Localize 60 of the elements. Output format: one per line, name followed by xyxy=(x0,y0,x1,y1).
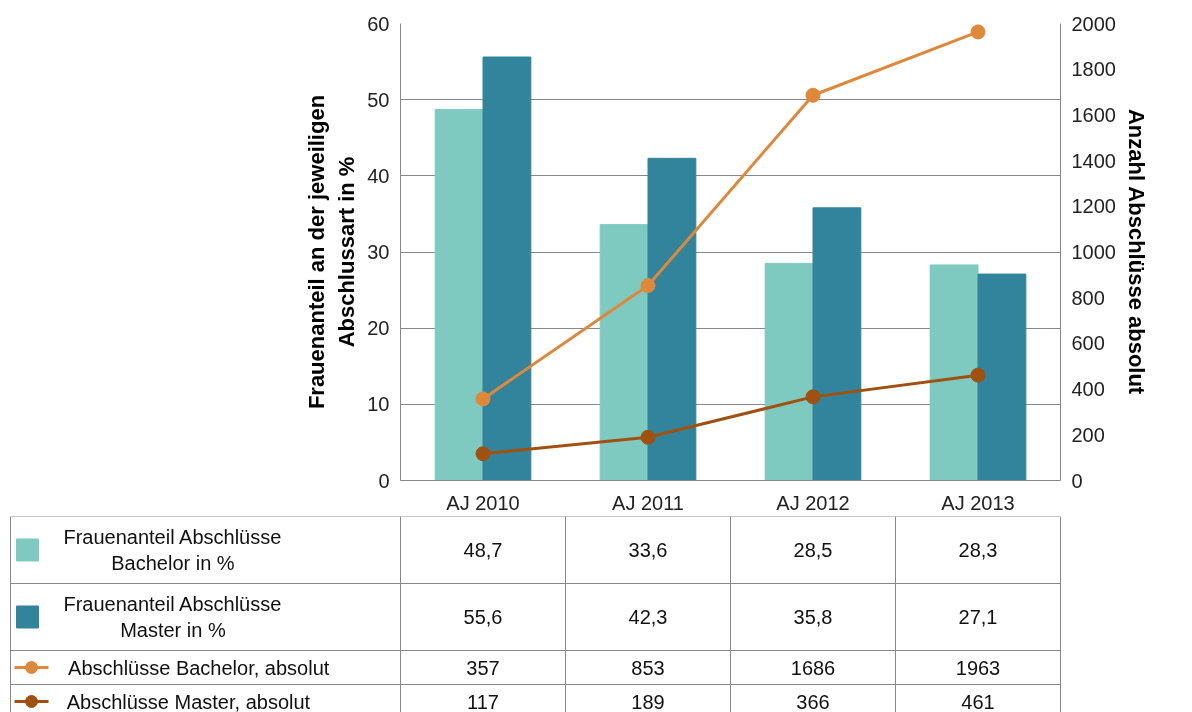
y2-tick-label: 1400 xyxy=(1071,149,1116,172)
x-tick-label: AJ 2010 xyxy=(446,491,520,514)
data-label: 55,6 xyxy=(463,606,503,628)
data-label: 42,3 xyxy=(628,606,668,628)
data-label: 28,5 xyxy=(793,539,833,561)
data-label: 461 xyxy=(961,690,995,712)
y2-tick-label: 1600 xyxy=(1071,103,1116,126)
x-tick-label: AJ 2012 xyxy=(776,491,850,514)
bar xyxy=(929,264,979,481)
bar xyxy=(647,157,697,481)
y-tick-label: 10 xyxy=(367,393,390,416)
y2-tick-label: 0 xyxy=(1071,469,1083,492)
point xyxy=(970,24,986,40)
point xyxy=(475,446,491,462)
data-label: 33,6 xyxy=(628,539,668,561)
y-tick-label: 20 xyxy=(367,317,390,340)
y2-tick-label: 1200 xyxy=(1071,195,1116,218)
point xyxy=(475,391,491,407)
y2-tick-label: 600 xyxy=(1071,332,1105,355)
bar xyxy=(434,109,484,481)
legend-label: Abschlüsse Bachelor, absolut xyxy=(68,656,330,679)
bar xyxy=(599,224,649,481)
bar xyxy=(977,273,1027,481)
data-label: 35,8 xyxy=(793,606,833,628)
data-label: 28,3 xyxy=(958,539,998,561)
data-label: 27,1 xyxy=(958,606,998,628)
bar xyxy=(764,262,814,481)
data-label: 117 xyxy=(467,690,499,712)
data-label: 366 xyxy=(796,690,830,712)
legend-label: Frauenanteil Abschlüsse Master in % xyxy=(63,592,282,642)
y-axis-title: Frauenanteil an der jeweiligen Abschlussart in % xyxy=(304,94,360,410)
y2-tick-label: 400 xyxy=(1071,378,1105,401)
y-tick-label: 0 xyxy=(378,469,390,492)
data-label: 357 xyxy=(466,656,500,679)
point xyxy=(805,87,821,103)
data-label: 853 xyxy=(631,656,665,679)
y2-tick-label: 1000 xyxy=(1071,241,1116,263)
bar xyxy=(812,207,862,481)
data-label: 1686 xyxy=(790,656,836,679)
y2-tick-label: 200 xyxy=(1071,423,1105,446)
y-tick-label: 60 xyxy=(367,12,390,35)
y-tick-label: 30 xyxy=(367,241,390,263)
bar xyxy=(482,56,532,481)
data-label: 189 xyxy=(631,690,665,712)
y-tick-label: 40 xyxy=(367,164,390,187)
point xyxy=(970,367,986,383)
y-tick-label: 50 xyxy=(367,88,390,111)
y2-tick-label: 800 xyxy=(1071,286,1105,309)
legend-label: Abschlüsse Master, absolut xyxy=(66,690,311,712)
point xyxy=(640,278,656,294)
y2-tick-label: 1800 xyxy=(1071,58,1116,81)
data-label: 1963 xyxy=(955,656,1001,679)
x-tick-label: AJ 2011 xyxy=(612,491,684,514)
x-tick-label: AJ 2013 xyxy=(941,491,1015,514)
point xyxy=(805,389,821,405)
legend-label: Frauenanteil Abschlüsse Bachelor in % xyxy=(63,525,282,575)
data-label: 48,7 xyxy=(463,539,503,561)
y2-tick-label: 2000 xyxy=(1071,12,1116,35)
point xyxy=(640,429,656,445)
y2-axis-title: Anzahl Abschlüsse absolut xyxy=(1123,108,1149,395)
